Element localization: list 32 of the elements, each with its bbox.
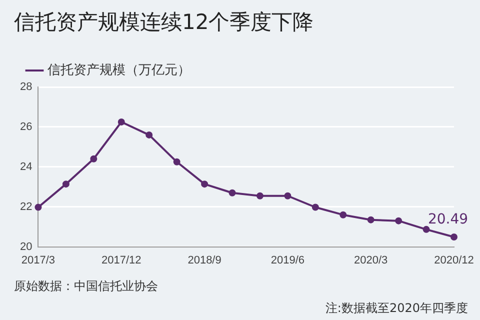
legend-label: 信托资产规模（万亿元） — [48, 62, 190, 78]
point — [312, 204, 319, 211]
x-tick-label: 2017/3 — [21, 254, 56, 266]
point — [395, 217, 402, 224]
point — [118, 118, 125, 126]
point — [34, 204, 42, 211]
point — [284, 192, 292, 200]
point — [340, 211, 347, 218]
y-tick-label: 24 — [20, 160, 32, 173]
text: 原始数据：中国信托业协会 — [14, 278, 158, 295]
x-tick-label: 2018/9 — [188, 254, 222, 266]
y-tick-label: 20 — [20, 240, 32, 253]
x-tick-label: 2020/12 — [434, 254, 474, 266]
x-tick-label: 2017/12 — [102, 254, 142, 266]
y-tick-label: 28 — [20, 81, 32, 94]
point — [367, 216, 374, 224]
x-tick-label: 2020/3 — [354, 254, 388, 266]
point — [422, 226, 430, 233]
y-tick-label: 26 — [20, 120, 32, 133]
point — [146, 131, 153, 138]
chart-title: 信托资产规模连续12个季度下降 — [14, 9, 314, 36]
point — [173, 158, 180, 166]
data-label: 20.49 — [428, 212, 468, 228]
point — [256, 192, 264, 200]
point — [228, 189, 236, 196]
text: 注:数据截至2020年四季度 — [325, 300, 468, 317]
x-tick-label: 2019/6 — [270, 254, 305, 266]
point — [62, 180, 70, 188]
point — [90, 155, 98, 162]
point — [201, 180, 208, 188]
point — [450, 234, 458, 241]
y-tick-label: 22 — [20, 200, 32, 213]
